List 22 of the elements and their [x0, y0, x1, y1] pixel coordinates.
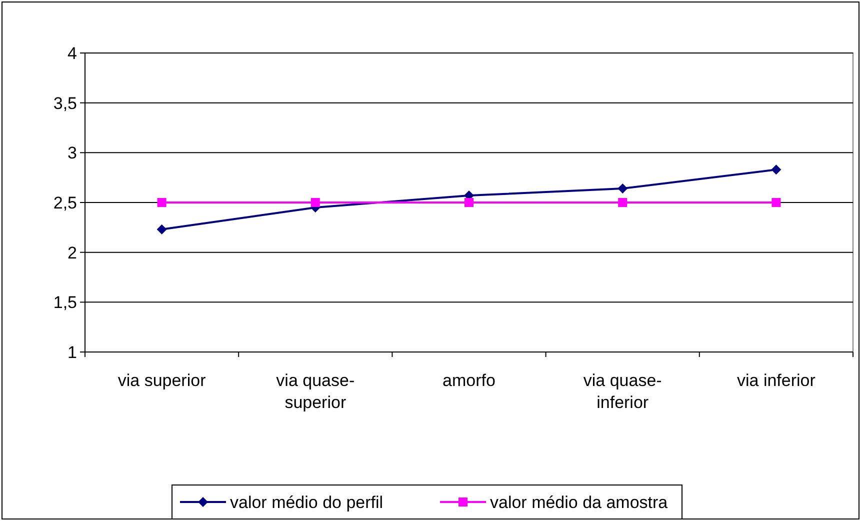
x-tick-label: amorfo: [442, 371, 496, 390]
y-tick-label: 3: [68, 144, 77, 163]
x-tick-label: via inferior: [736, 371, 816, 390]
point: [618, 184, 628, 194]
x-tick-label: via quase-superior: [276, 371, 355, 412]
x-tick-label: via superior: [118, 371, 206, 390]
point: [310, 198, 320, 207]
point: [157, 198, 166, 207]
point: [772, 198, 781, 207]
point: [618, 198, 628, 207]
y-tick-label: 2: [68, 243, 77, 262]
y-tick-label: 3,5: [53, 94, 77, 113]
y-tick-label: 4: [68, 44, 77, 63]
point: [156, 224, 167, 234]
legend-label: valor médio do perfil: [230, 492, 384, 512]
x-tick-label: via quase-inferior: [583, 371, 662, 412]
point: [464, 198, 474, 207]
y-tick-label: 1,5: [53, 293, 77, 312]
point: [771, 164, 782, 175]
legend-label: valor médio da amostra: [490, 492, 668, 512]
y-tick-label: 1: [68, 342, 77, 362]
y-tick-label: 2,5: [53, 193, 77, 212]
